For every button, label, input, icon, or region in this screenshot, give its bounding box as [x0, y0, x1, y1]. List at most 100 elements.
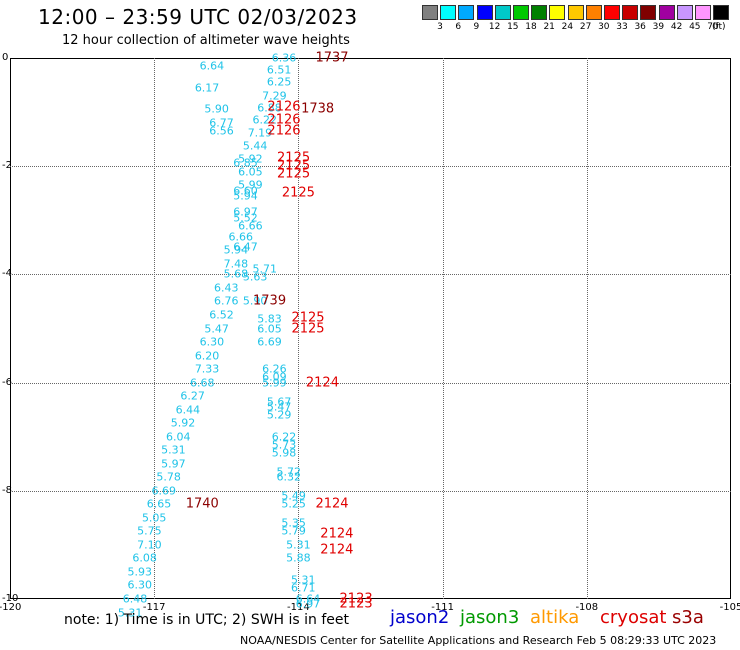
swh-value: 5.88: [286, 551, 311, 565]
swh-value: 6.22: [252, 113, 278, 127]
pass-time-label: 2125: [281, 185, 315, 201]
swh-value: 6.09: [262, 370, 287, 384]
swh-value: 6.85: [233, 156, 258, 170]
swh-value: 6.64: [199, 59, 225, 73]
swh-value: 5.94: [223, 243, 249, 257]
satellite-label: altika: [530, 607, 580, 628]
swh-value: 5.83: [257, 312, 282, 326]
swh-value: 7.29: [262, 89, 287, 103]
x-tick-label: -114: [287, 602, 310, 613]
pass-time-label: 2125: [291, 321, 325, 336]
pass-time-label: 2125: [277, 158, 311, 174]
swh-value: 5.90: [242, 294, 268, 308]
pass-time-label: 2126: [267, 123, 301, 139]
pass-time-label: 2126: [267, 112, 301, 128]
swh-value: 6.05: [238, 165, 263, 179]
swh-value: 6.44: [175, 403, 201, 417]
swh-value: 6.97: [233, 205, 258, 219]
swh-value: 6.69: [257, 335, 282, 349]
legend-swatch: [531, 5, 548, 20]
legend-label: 24: [561, 22, 574, 32]
swh-value: 6.22: [271, 430, 297, 444]
swh-value: 6.36: [271, 51, 297, 65]
swh-value: 5.99: [262, 376, 287, 390]
swh-value: 6.25: [266, 75, 292, 89]
pass-time-label: 2124: [320, 542, 354, 558]
credit-line: NOAA/NESDIS Center for Satellite Applica…: [240, 634, 717, 647]
x-tick-label: -120: [0, 602, 22, 613]
swh-value: 6.51: [266, 63, 292, 77]
swh-value: 5.79: [281, 524, 306, 538]
legend-swatch: [604, 5, 620, 20]
swh-value: 6.30: [199, 335, 225, 349]
y-tick-label: -4: [2, 268, 12, 280]
swh-value: 6.04: [165, 430, 191, 444]
swh-value: 6.48: [122, 592, 148, 606]
legend-label: 3: [437, 22, 443, 32]
swh-value: 5.29: [266, 408, 292, 422]
swh-value: 5.75: [137, 524, 162, 538]
satellite-label: cryosat: [600, 607, 667, 628]
swh-value: 5.47: [204, 322, 229, 335]
legend-swatch: [695, 5, 711, 20]
legend-swatch: [622, 5, 639, 20]
grid-line: [10, 166, 731, 168]
swh-value: 6.69: [151, 484, 177, 498]
legend-label: 70: [707, 22, 719, 32]
swh-value: 5.31: [290, 573, 316, 587]
y-tick-label: -8: [2, 484, 12, 496]
legend-label: 18: [525, 22, 537, 32]
swh-value: 5.31: [161, 443, 186, 457]
swh-value: 5.98: [271, 446, 297, 460]
legend-swatch: [713, 5, 730, 20]
swh-value: 7.33: [194, 362, 220, 376]
swh-value: 6.30: [127, 578, 153, 592]
swh-value: 5.92: [170, 416, 196, 430]
swh-value: 5.93: [127, 565, 153, 579]
legend-label: 15: [507, 22, 519, 32]
pass-time-label: 1740: [185, 496, 219, 512]
legend-swatch: [640, 5, 657, 20]
x-tick-label: -117: [142, 602, 166, 613]
x-tick-label: -111: [431, 602, 454, 613]
x-tick-label: -105: [719, 602, 740, 613]
y-tick-label: -10: [2, 593, 19, 604]
legend-swatch: [513, 5, 529, 20]
swh-value: 5.94: [233, 189, 258, 203]
grid-line: [154, 58, 156, 599]
legend-swatch: [676, 5, 693, 20]
swh-value: 6.68: [190, 376, 215, 390]
grid-line: [10, 382, 731, 384]
pass-time-label: 2126: [267, 99, 301, 115]
grid-line: [298, 58, 300, 599]
legend-swatch: [567, 5, 584, 20]
swh-value: 6.52: [209, 308, 234, 322]
swh-value: 6.88: [257, 101, 282, 115]
swh-value: 5.63: [242, 270, 268, 284]
legend-label: 45: [689, 22, 701, 32]
swh-value: 5.99: [238, 178, 263, 192]
legend-label: 39: [652, 22, 665, 32]
satellite-label: s3a: [672, 607, 704, 628]
swh-value: 6.47: [233, 240, 258, 254]
grid-line: [442, 58, 444, 599]
grid-line: [10, 274, 731, 276]
swh-value: 7.19: [247, 126, 273, 140]
legend-swatch: [658, 5, 675, 20]
pass-time-label: 1739: [253, 293, 287, 309]
pass-time-label: 2124: [315, 496, 349, 512]
grid-line: [10, 490, 731, 492]
y-tick-label: 0: [2, 52, 9, 63]
pass-time-label: 2124: [305, 375, 339, 391]
pass-time-label: 2123: [339, 591, 373, 607]
swh-value: 7.48: [223, 257, 249, 271]
pass-time-label: 2125: [277, 166, 311, 182]
swh-value: 5.72: [276, 465, 302, 479]
swh-value: 6.65: [146, 497, 172, 511]
swh-value: 6.77: [209, 116, 234, 130]
swh-value: 5.31: [117, 606, 143, 620]
swh-value: 5.35: [281, 516, 306, 530]
pass-time-label: 2125: [277, 150, 311, 166]
legend-label: 12: [488, 22, 501, 32]
swh-value: 6.56: [209, 124, 234, 138]
